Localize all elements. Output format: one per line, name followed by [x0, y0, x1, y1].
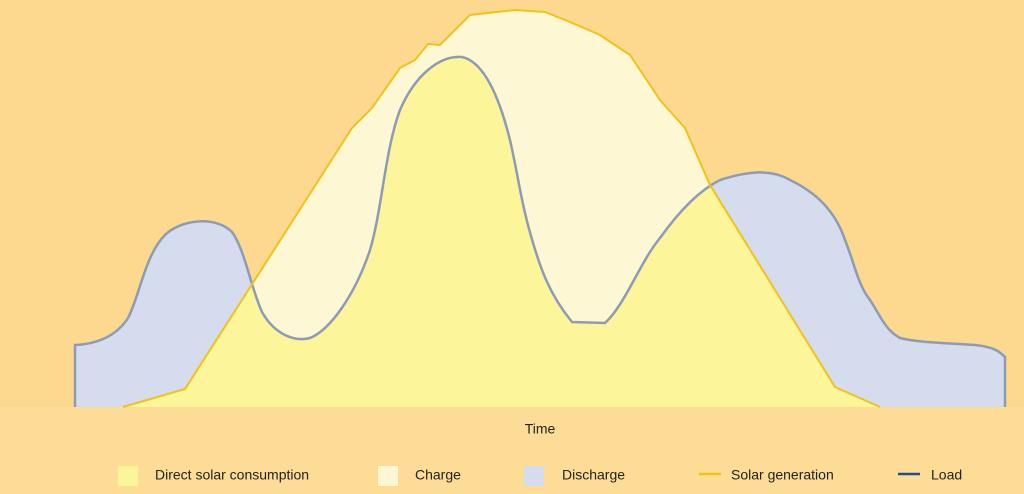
legend-label: Direct solar consumption	[155, 467, 309, 483]
load-line	[73, 55, 1007, 407]
solar-line	[122, 8, 881, 408]
x-axis-label: Time	[525, 421, 556, 437]
lower-band	[0, 407, 1024, 494]
legend-swatch	[118, 466, 138, 486]
legend-label: Load	[931, 467, 962, 483]
legend-label: Discharge	[562, 467, 625, 483]
direct-solar-area	[123, 56, 880, 407]
legend-label: Solar generation	[731, 467, 834, 483]
legend-swatch	[524, 466, 544, 486]
legend-swatch	[378, 466, 398, 486]
legend-label: Charge	[415, 467, 461, 483]
